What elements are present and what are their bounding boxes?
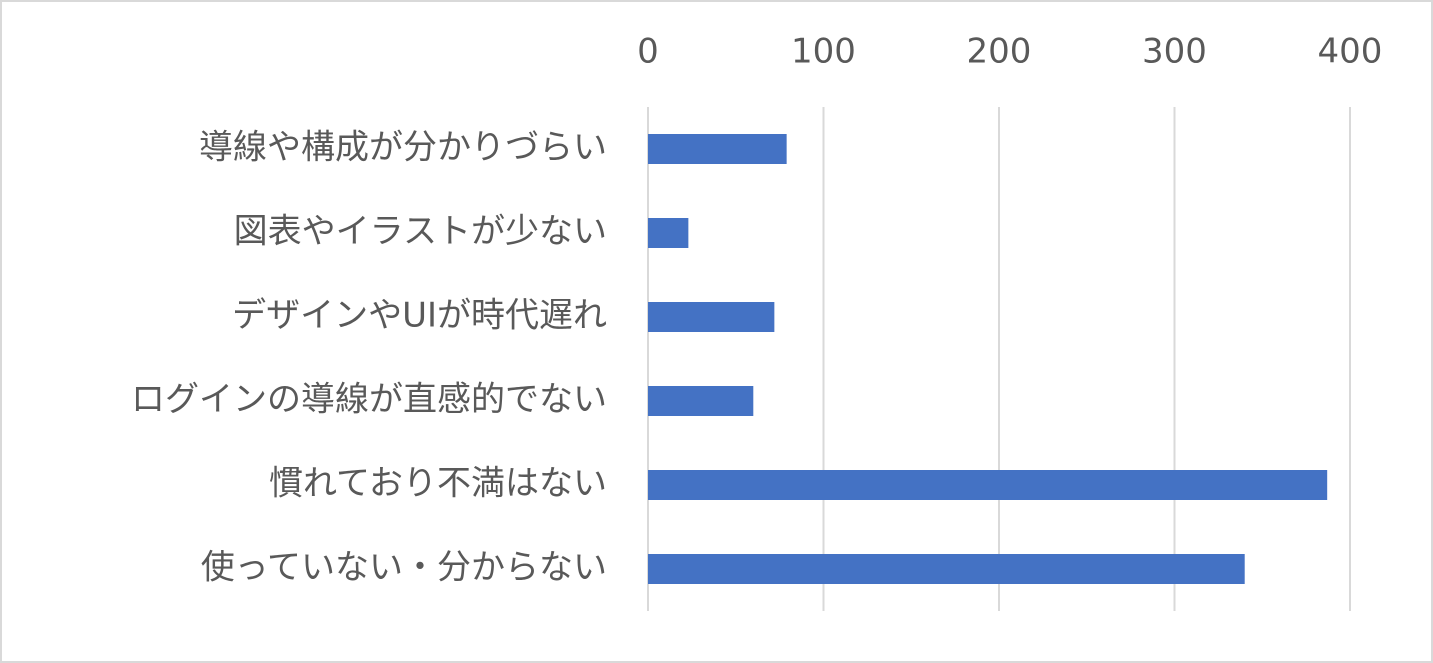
bar	[648, 218, 689, 248]
bar	[648, 134, 787, 164]
x-tick-label: 300	[1142, 32, 1207, 72]
y-tick-label: デザインやUIが時代遅れ	[232, 296, 607, 336]
bar	[648, 386, 754, 416]
y-tick-label: ログインの導線が直感的でない	[131, 380, 607, 420]
x-tick-label: 100	[791, 32, 856, 72]
x-tick-label: 400	[1318, 32, 1383, 72]
bar	[648, 554, 1245, 584]
x-tick-label: 200	[967, 32, 1032, 72]
bar	[648, 302, 775, 332]
y-tick-label: 使っていない・分からない	[201, 548, 607, 588]
x-tick-label: 0	[637, 32, 659, 72]
y-tick-label: 慣れており不満はない	[269, 464, 607, 504]
bar	[648, 470, 1328, 500]
y-tick-label: 導線や構成が分かりづらい	[199, 128, 607, 168]
y-tick-label: 図表やイラストが少ない	[234, 212, 607, 252]
